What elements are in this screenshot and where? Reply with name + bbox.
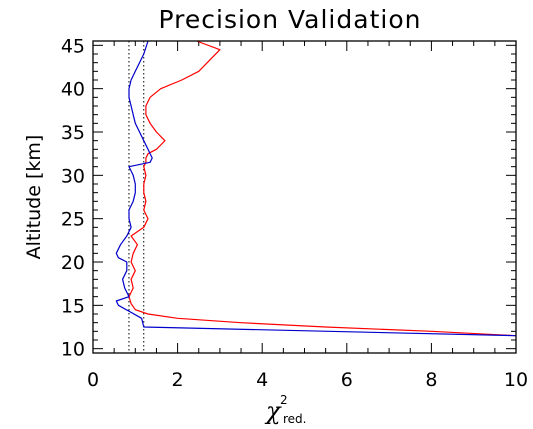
y-tick-label: 30 (61, 165, 85, 187)
y-tick-label: 20 (61, 252, 85, 274)
x-axis-label: χ (264, 397, 282, 425)
y-axis-label-group: Altitude [km] (23, 135, 45, 260)
chart-title: Precision Validation (159, 5, 422, 34)
y-tick-label: 15 (61, 295, 85, 317)
series-line-red (128, 40, 517, 337)
x-tick-label: 6 (341, 369, 353, 391)
axis-ticks: 0 2 4 6 8 10 10 15 20 25 30 35 40 45 (61, 35, 528, 391)
x-tick-label: 0 (87, 369, 99, 391)
plot-area (115, 40, 517, 353)
x-tick-label: 8 (425, 369, 437, 391)
y-tick-label: 35 (61, 122, 85, 144)
x-axis-label-subscript: red. (283, 412, 306, 426)
plot-frame (92, 40, 517, 354)
x-axis-label-group: χ 2 red. (264, 393, 306, 426)
x-tick-label: 2 (172, 369, 184, 391)
x-tick-label: 10 (504, 369, 528, 391)
y-tick-label: 25 (61, 209, 85, 231)
x-axis-label-superscript: 2 (280, 393, 288, 407)
x-tick-label: 4 (256, 369, 268, 391)
y-axis-label: Altitude [km] (23, 135, 45, 260)
series-line-blue (115, 40, 517, 337)
y-tick-label: 45 (61, 35, 85, 57)
y-tick-label: 10 (61, 339, 85, 361)
y-tick-label: 40 (61, 79, 85, 101)
